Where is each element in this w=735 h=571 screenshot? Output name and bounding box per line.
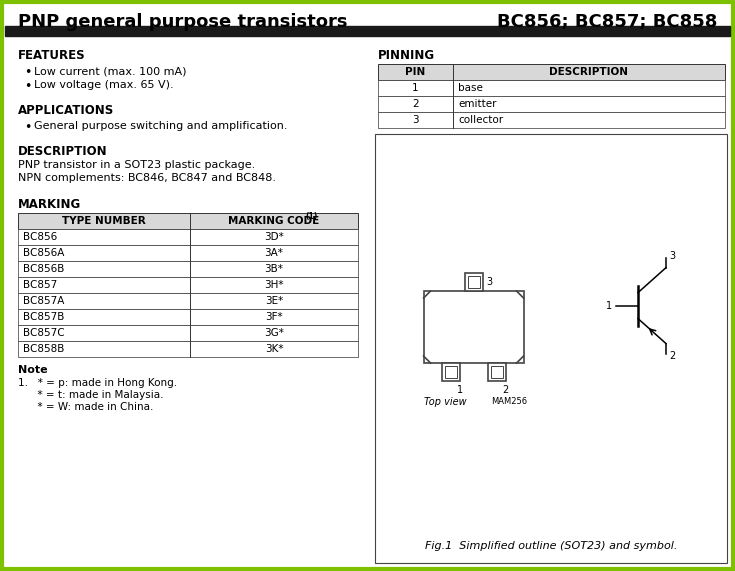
Text: APPLICATIONS: APPLICATIONS — [18, 104, 114, 117]
Text: 3E*: 3E* — [265, 296, 283, 306]
Text: 2: 2 — [503, 385, 509, 395]
Text: BC857A: BC857A — [23, 296, 65, 306]
Bar — [442, 363, 459, 381]
Text: 3B*: 3B* — [265, 264, 284, 274]
Text: 2: 2 — [412, 99, 419, 109]
Text: * = W: made in China.: * = W: made in China. — [18, 402, 154, 412]
Text: MAM256: MAM256 — [492, 397, 528, 406]
Text: 1.   * = p: made in Hong Kong.: 1. * = p: made in Hong Kong. — [18, 378, 177, 388]
Bar — [465, 273, 483, 291]
Text: 3D*: 3D* — [264, 232, 284, 242]
Bar — [467, 276, 479, 288]
Bar — [445, 366, 456, 378]
Bar — [490, 366, 503, 378]
Text: 2: 2 — [669, 351, 675, 361]
Text: FEATURES: FEATURES — [18, 49, 85, 62]
Text: 3: 3 — [669, 251, 675, 260]
Text: (1): (1) — [306, 212, 318, 222]
Bar — [378, 112, 725, 128]
Text: 3H*: 3H* — [265, 280, 284, 290]
Text: 3: 3 — [487, 277, 492, 287]
Text: Low voltage (max. 65 V).: Low voltage (max. 65 V). — [34, 80, 173, 90]
Text: PNP transistor in a SOT23 plastic package.: PNP transistor in a SOT23 plastic packag… — [18, 160, 255, 170]
Text: BC857: BC857 — [23, 280, 57, 290]
Text: BC857C: BC857C — [23, 328, 65, 338]
Text: MARKING: MARKING — [18, 198, 82, 211]
Bar — [18, 261, 358, 277]
Bar — [18, 229, 358, 245]
Bar — [18, 309, 358, 325]
Text: 1: 1 — [606, 300, 612, 311]
Text: General purpose switching and amplification.: General purpose switching and amplificat… — [34, 121, 287, 131]
Text: 3K*: 3K* — [265, 344, 283, 354]
Text: TYPE NUMBER: TYPE NUMBER — [62, 216, 146, 226]
Text: •: • — [24, 121, 32, 134]
Text: collector: collector — [458, 115, 503, 125]
Text: base: base — [458, 83, 483, 93]
Text: BC856B: BC856B — [23, 264, 65, 274]
Bar — [487, 363, 506, 381]
Bar — [18, 341, 358, 357]
Bar — [378, 96, 725, 112]
Text: DESCRIPTION: DESCRIPTION — [18, 145, 107, 158]
Text: 1: 1 — [456, 385, 463, 395]
Text: 3: 3 — [412, 115, 419, 125]
Bar — [423, 291, 523, 363]
Text: Top view: Top view — [423, 397, 466, 407]
Text: BC856: BC856 — [23, 232, 57, 242]
Bar — [5, 26, 730, 36]
Text: emitter: emitter — [458, 99, 497, 109]
Text: BC858B: BC858B — [23, 344, 65, 354]
Text: DESCRIPTION: DESCRIPTION — [550, 67, 628, 77]
Bar — [18, 293, 358, 309]
Text: BC856A: BC856A — [23, 248, 65, 258]
Text: Fig.1  Simplified outline (SOT23) and symbol.: Fig.1 Simplified outline (SOT23) and sym… — [425, 541, 677, 551]
Text: PIN: PIN — [406, 67, 426, 77]
Text: Low current (max. 100 mA): Low current (max. 100 mA) — [34, 66, 187, 76]
Text: 3A*: 3A* — [265, 248, 284, 258]
Text: PNP general purpose transistors: PNP general purpose transistors — [18, 13, 348, 31]
Text: Note: Note — [18, 365, 48, 375]
Text: •: • — [24, 80, 32, 93]
Text: BC856; BC857; BC858: BC856; BC857; BC858 — [497, 13, 717, 31]
Text: 3G*: 3G* — [264, 328, 284, 338]
Bar — [378, 64, 725, 80]
Text: MARKING CODE: MARKING CODE — [229, 216, 320, 226]
Bar — [18, 245, 358, 261]
Bar — [18, 325, 358, 341]
Text: BC857B: BC857B — [23, 312, 65, 322]
Bar — [378, 80, 725, 96]
Bar — [18, 213, 358, 229]
Bar — [375, 134, 727, 563]
Text: •: • — [24, 66, 32, 79]
Bar — [18, 277, 358, 293]
Text: 1: 1 — [412, 83, 419, 93]
Text: PINNING: PINNING — [378, 49, 435, 62]
Text: 3F*: 3F* — [265, 312, 283, 322]
Text: NPN complements: BC846, BC847 and BC848.: NPN complements: BC846, BC847 and BC848. — [18, 173, 276, 183]
Text: * = t: made in Malaysia.: * = t: made in Malaysia. — [18, 390, 163, 400]
